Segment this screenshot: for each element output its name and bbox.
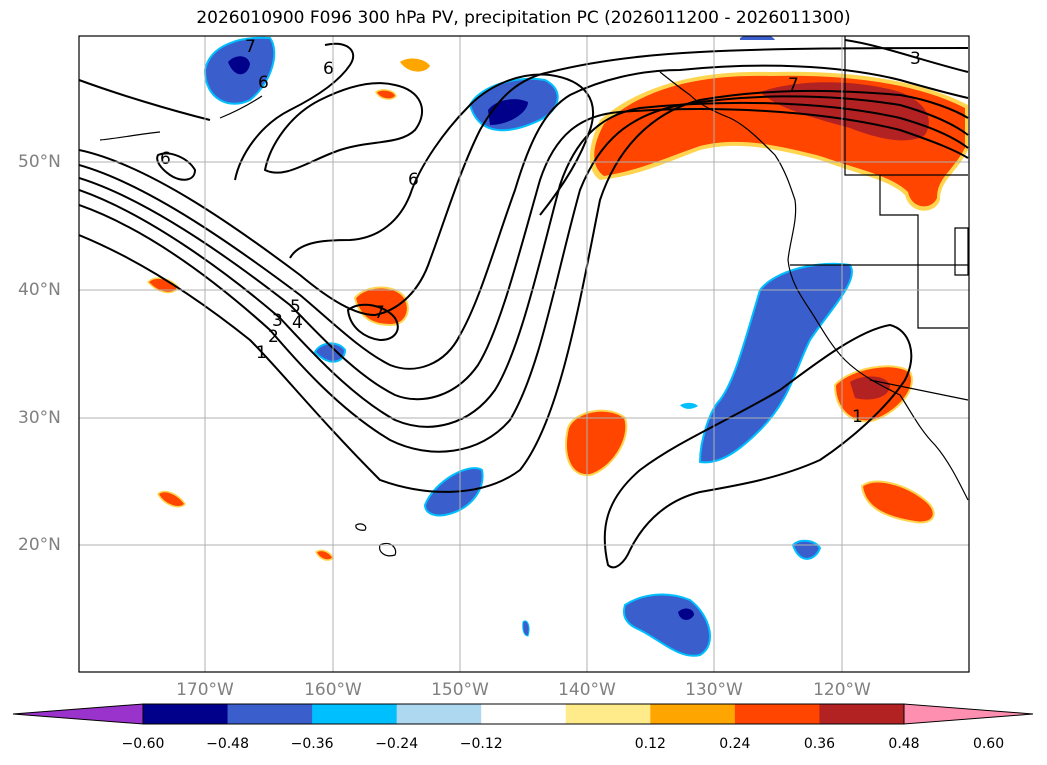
colorbar-segment <box>481 704 567 724</box>
contour-label: 3 <box>910 49 921 69</box>
lat-label: 50°N <box>18 152 61 172</box>
contour-label: 6 <box>160 149 171 169</box>
contour-label: 2 <box>268 327 279 347</box>
colorbar-tick-label: 0.48 <box>888 736 920 752</box>
lon-label: 160°W <box>304 680 362 700</box>
colorbar-extend-left <box>12 703 144 725</box>
contour-label: 6 <box>408 170 419 190</box>
contour-label-group: 1 2 3 4 5 6 6 6 7 6 7 3 1 7 <box>160 37 921 427</box>
colorbar-segment <box>143 704 229 724</box>
contour-label: 7 <box>374 303 385 323</box>
contour-label: 6 <box>258 73 269 93</box>
contour-label: 7 <box>245 37 256 57</box>
colorbar-tick-label: 0.60 <box>972 736 1005 752</box>
colorbar-tick-label: −0.24 <box>375 736 419 752</box>
colorbar-segment <box>312 704 398 724</box>
lon-label: 140°W <box>558 680 616 700</box>
contour-label: 3 <box>272 311 283 331</box>
pv-contours <box>79 39 969 569</box>
colorbar-tick-label: −0.60 <box>121 736 165 752</box>
contour-label: 1 <box>852 407 863 427</box>
contour-label: 1 <box>256 343 267 363</box>
contour-label: 4 <box>292 313 303 333</box>
lon-label: 170°W <box>176 680 234 700</box>
contour-label: 6 <box>323 59 334 79</box>
colorbar-segment <box>227 704 313 724</box>
lon-label: 130°W <box>685 680 743 700</box>
lat-label: 20°N <box>18 535 61 555</box>
contour-label: 7 <box>788 75 799 95</box>
colorbar-tick-label: 0.36 <box>803 736 836 752</box>
colorbar-tick-label: −0.48 <box>206 736 249 752</box>
plot-frame <box>78 35 970 673</box>
map-title: 2026010900 F096 300 hPa PV, precipitatio… <box>196 8 851 28</box>
colorbar-tick-label: −0.12 <box>459 736 503 752</box>
gridlines <box>79 36 969 672</box>
colorbar-segment <box>396 704 482 724</box>
lon-label: 120°W <box>813 680 871 700</box>
colorbar-segment <box>650 704 736 724</box>
colorbar-tick-label: 0.12 <box>634 736 666 752</box>
contour-label: 5 <box>290 297 301 317</box>
coastlines <box>99 36 969 557</box>
colorbar-segment <box>819 704 905 724</box>
colorbar-segment <box>734 704 820 724</box>
colorbar-extend-right <box>903 703 1034 725</box>
lat-label: 30°N <box>18 408 61 428</box>
colorbar-segment <box>565 704 651 724</box>
colorbar-tick-label: −0.36 <box>290 736 334 752</box>
lon-label: 150°W <box>431 680 489 700</box>
lat-label: 40°N <box>18 280 61 300</box>
colorbar-tick-label: 0.24 <box>719 736 751 752</box>
